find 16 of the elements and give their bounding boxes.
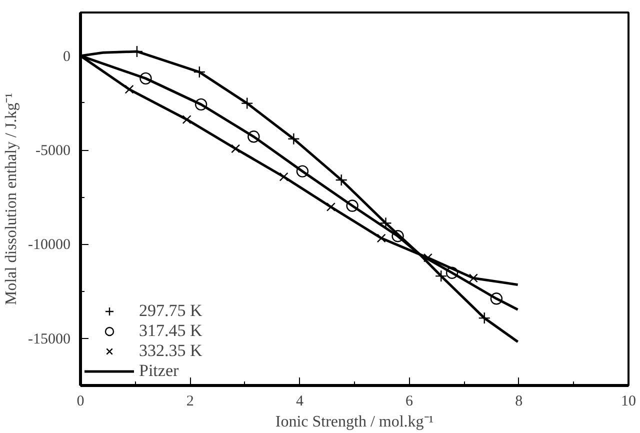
legend-label: 317.45 K [139,321,202,341]
x-tick-label: 10 [621,394,636,410]
legend-label: 297.75 K [139,301,202,321]
x-tick-label: 0 [76,394,84,410]
x-tick-label: 2 [186,394,194,410]
y-tick-label: 0 [63,48,70,65]
legend-label: Pitzer [139,361,179,381]
x-tick-label: 4 [296,394,304,410]
x-axis-title: Ionic Strength / mol.kg⁻¹ [275,414,434,430]
y-tick-label: -10000 [28,237,71,254]
legend-label: 332.35 K [139,341,202,361]
y-axis-title: Molal dissolution enthaly / J.kg⁻¹ [3,92,20,306]
x-tick-label: 6 [406,394,414,410]
y-tick-label: -5000 [36,143,71,160]
x-tick-label: 8 [515,394,523,410]
y-tick-label: -15000 [28,331,71,348]
